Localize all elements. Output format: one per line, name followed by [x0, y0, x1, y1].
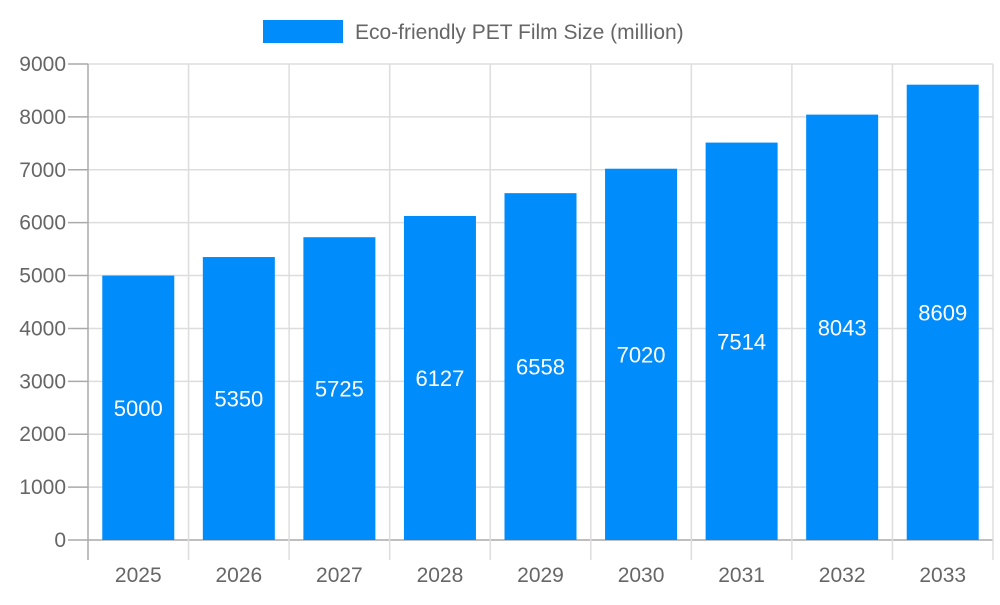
data-label: 6558: [516, 355, 565, 380]
bar-2032: [806, 114, 879, 540]
bar-2028: [403, 215, 476, 541]
x-tick-label: 2032: [819, 564, 866, 587]
bar-2027: [303, 237, 376, 540]
x-tick-label: 2026: [215, 564, 262, 587]
y-tick-label: 3000: [19, 370, 66, 393]
data-label: 6127: [415, 366, 464, 391]
y-tick-label: 0: [54, 529, 66, 552]
y-tick-label: 7000: [19, 159, 66, 182]
data-label: 5000: [114, 396, 163, 421]
data-label: 5725: [315, 377, 364, 402]
x-tick-label: 2027: [316, 564, 363, 587]
data-label: 8043: [818, 315, 867, 340]
x-tick-label: 2033: [919, 564, 966, 587]
bar-2033: [906, 84, 979, 540]
x-tick-label: 2028: [417, 564, 464, 587]
y-tick-label: 4000: [19, 317, 66, 340]
bar-2030: [605, 168, 678, 540]
x-tick-label: 2025: [115, 564, 162, 587]
bar-2029: [504, 193, 577, 540]
y-tick-label: 6000: [19, 212, 66, 235]
data-labels: 5000 5350 5725 6127 6558 7020 7514 8043 8609: [114, 300, 967, 420]
y-axis: 0 1000 2000 3000 4000 5000 6000 7000 8000 9000: [19, 53, 88, 552]
data-label: 7514: [717, 329, 766, 354]
bars: [102, 84, 979, 541]
y-tick-label: 2000: [19, 423, 66, 446]
data-label: 5350: [214, 387, 263, 412]
x-tick-label: 2031: [718, 564, 765, 587]
y-tick-label: 9000: [19, 53, 66, 76]
y-tick-label: 1000: [19, 476, 66, 499]
x-tick-label: 2030: [618, 564, 665, 587]
y-tick-label: 5000: [19, 265, 66, 288]
bar-2031: [705, 142, 778, 540]
x-tick-label: 2029: [517, 564, 564, 587]
legend-label: Eco-friendly PET Film Size (million): [355, 21, 684, 44]
data-label: 8609: [918, 300, 967, 325]
data-label: 7020: [617, 342, 666, 367]
bar-2025: [102, 275, 175, 540]
legend-swatch: [263, 20, 343, 43]
y-tick-label: 8000: [19, 106, 66, 129]
x-axis: 2025 2026 2027 2028 2029 2030 2031 2032 2033: [115, 564, 966, 587]
legend[interactable]: Eco-friendly PET Film Size (million): [263, 20, 684, 44]
bar-2026: [202, 257, 275, 540]
